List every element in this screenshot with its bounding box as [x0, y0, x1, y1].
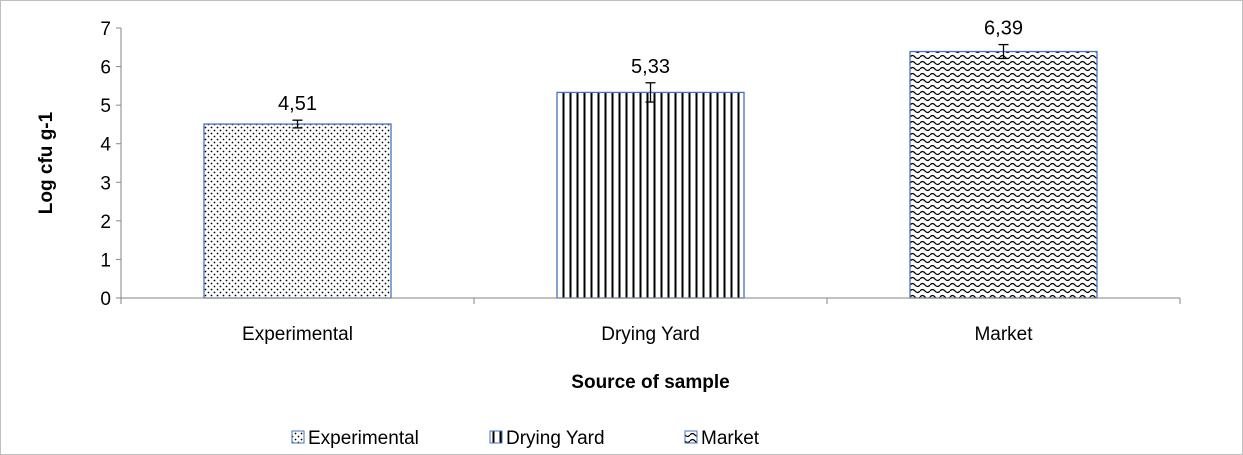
data-label: 4,51 [278, 93, 317, 115]
legend-swatch [489, 430, 503, 444]
data-label: 6,39 [984, 18, 1023, 40]
legend-label: Market [701, 428, 760, 449]
y-tick-label: 0 [100, 289, 111, 310]
legend-swatch [684, 430, 698, 444]
y-tick-label: 5 [100, 96, 111, 117]
error-bar [645, 82, 656, 103]
error-bar [998, 43, 1009, 60]
legend: Experimental Drying Yard Market [291, 428, 760, 449]
y-tick-label: 3 [100, 173, 111, 194]
legend-label: Experimental [308, 428, 419, 449]
bar-experimental [203, 123, 392, 299]
x-axis-ticks: Experimental Drying Yard Market [120, 298, 1181, 345]
y-tick-label: 2 [100, 212, 111, 233]
x-axis-title: Source of sample [571, 372, 729, 393]
y-axis-ticks: 0 1 2 3 4 5 6 7 [100, 19, 121, 310]
legend-item: Experimental [291, 428, 419, 449]
y-tick-label: 4 [100, 135, 111, 156]
y-tick-label: 6 [100, 58, 111, 79]
legend-item: Market [684, 428, 760, 449]
x-tick-label: Experimental [242, 324, 353, 345]
legend-label: Drying Yard [506, 428, 605, 449]
y-tick-label: 7 [100, 19, 111, 40]
legend-swatch [291, 430, 305, 444]
y-tick-label: 1 [100, 250, 111, 271]
data-label: 5,33 [631, 56, 670, 78]
x-tick-label: Market [974, 324, 1033, 345]
error-bar [292, 119, 303, 129]
legend-item: Drying Yard [489, 428, 605, 449]
y-axis-title: Log cfu g-1 [36, 111, 57, 214]
bar-drying-yard [556, 91, 745, 299]
x-tick-label: Drying Yard [601, 324, 700, 345]
bars-group: 4,51 5,33 6,39 [203, 18, 1098, 299]
bar-market [909, 50, 1098, 299]
